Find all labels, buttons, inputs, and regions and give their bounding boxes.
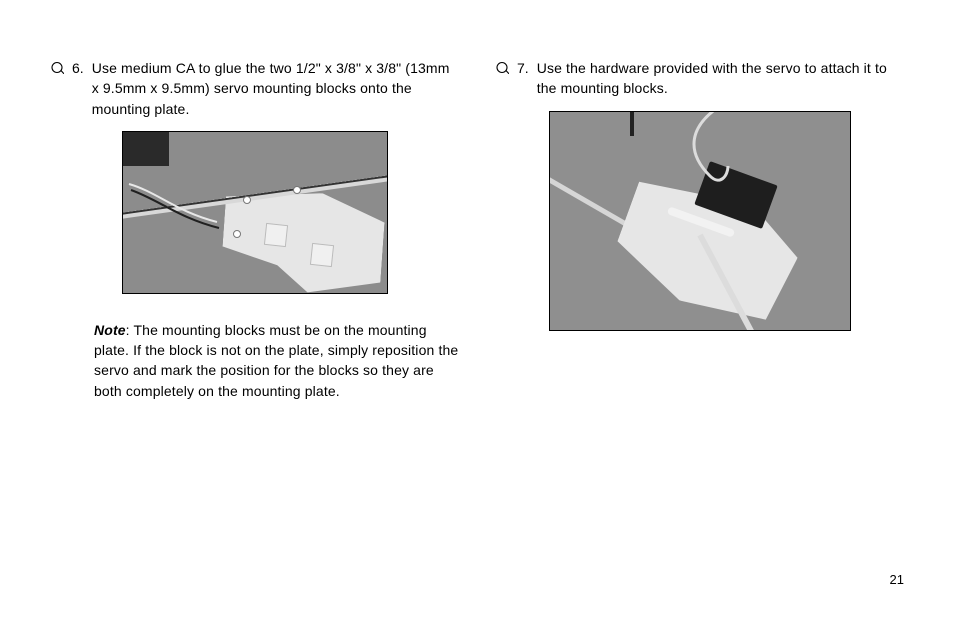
note-text: : The mounting blocks must be on the mou… bbox=[94, 322, 458, 399]
checklist-bullet-icon bbox=[495, 60, 509, 74]
step-text: Use medium CA to glue the two 1/2" x 3/8… bbox=[92, 58, 459, 119]
figure-7-wrap bbox=[495, 111, 904, 331]
checklist-bullet-icon bbox=[50, 60, 64, 74]
note-label: Note bbox=[94, 322, 126, 338]
figure-6-photo bbox=[122, 131, 388, 294]
step-6: 6. Use medium CA to glue the two 1/2" x … bbox=[50, 58, 459, 119]
step-number: 6. bbox=[72, 58, 84, 78]
step-number: 7. bbox=[517, 58, 529, 78]
left-column: 6. Use medium CA to glue the two 1/2" x … bbox=[50, 58, 459, 401]
step-7: 7. Use the hardware provided with the se… bbox=[495, 58, 904, 99]
page: 6. Use medium CA to glue the two 1/2" x … bbox=[0, 0, 954, 421]
step-text: Use the hardware provided with the servo… bbox=[537, 58, 904, 99]
figure-7-photo bbox=[549, 111, 851, 331]
right-column: 7. Use the hardware provided with the se… bbox=[495, 58, 904, 401]
figure-6-wrap bbox=[50, 131, 459, 294]
note-block: Note: The mounting blocks must be on the… bbox=[94, 320, 459, 401]
page-number: 21 bbox=[890, 572, 904, 587]
